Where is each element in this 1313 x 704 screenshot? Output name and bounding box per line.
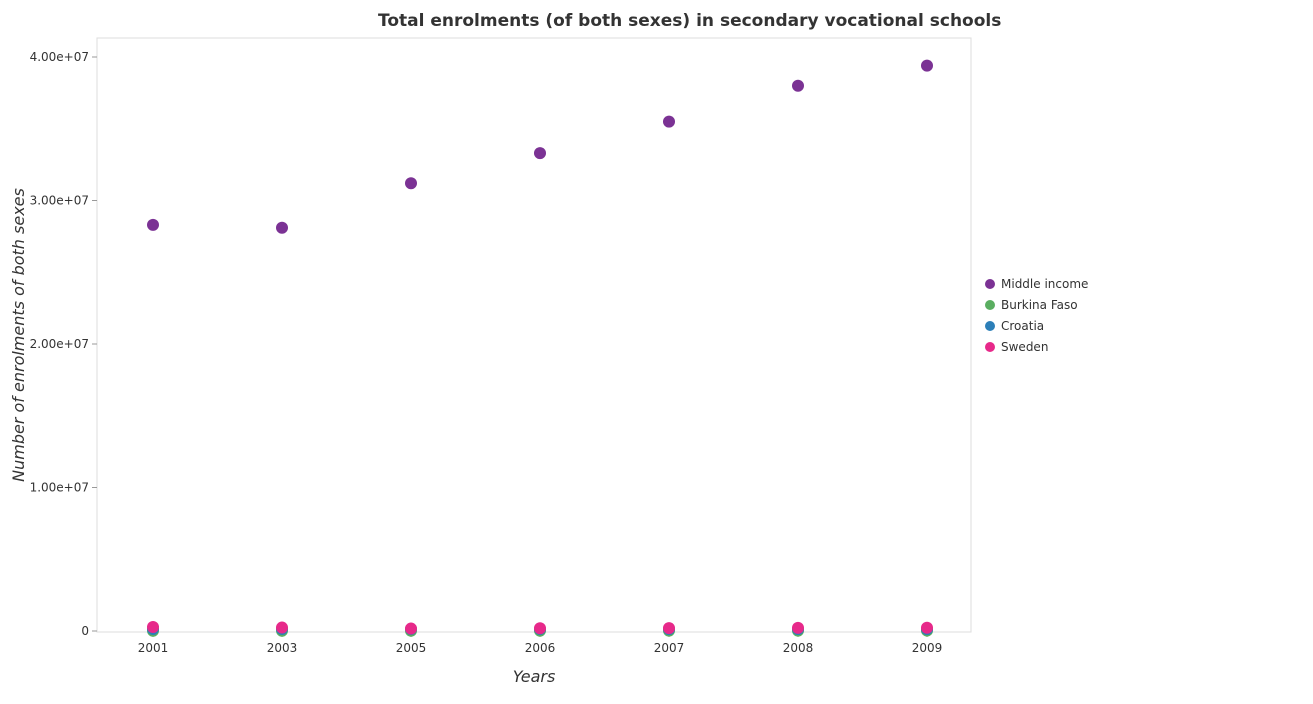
y-tick-label: 4.00e+07 — [30, 50, 89, 64]
x-tick-label: 2006 — [525, 641, 556, 655]
legend-marker — [985, 300, 995, 310]
chart-title: Total enrolments (of both sexes) in seco… — [378, 11, 1001, 31]
data-point — [792, 79, 804, 92]
data-point — [921, 59, 933, 72]
legend-marker — [985, 321, 995, 331]
legend-label: Burkina Faso — [1001, 298, 1078, 312]
x-tick-label: 2007 — [654, 641, 685, 655]
legend-label: Sweden — [1001, 340, 1048, 354]
series-sweden — [147, 620, 933, 635]
legend-marker — [985, 279, 995, 289]
legend-marker — [985, 342, 995, 352]
x-axis-label: Years — [513, 667, 556, 686]
legend-label: Croatia — [1001, 319, 1044, 333]
data-point — [147, 620, 159, 633]
data-point — [405, 177, 417, 190]
x-axis-ticks: 2001 2003 2005 2006 2007 2008 2009 — [138, 632, 943, 655]
x-tick-label: 2001 — [138, 641, 169, 655]
y-axis-ticks: 0 1.00e+07 2.00e+07 3.00e+07 4.00e+07 — [30, 50, 97, 638]
plot-area — [96, 37, 972, 633]
data-point — [921, 621, 933, 634]
y-tick-label: 1.00e+07 — [30, 481, 89, 495]
data-point — [276, 221, 288, 234]
data-point — [534, 622, 546, 635]
x-tick-label: 2005 — [396, 641, 427, 655]
y-tick-label: 3.00e+07 — [30, 194, 89, 208]
data-point — [534, 147, 546, 160]
series-middle-income — [147, 59, 933, 234]
x-tick-label: 2003 — [267, 641, 298, 655]
data-points — [147, 59, 933, 637]
legend: Middle income Burkina Faso Croatia Sweden — [985, 277, 1088, 354]
data-point — [147, 218, 159, 231]
data-point — [663, 115, 675, 128]
data-point — [276, 621, 288, 634]
legend-label: Middle income — [1001, 277, 1088, 291]
y-tick-label: 0 — [81, 624, 89, 638]
y-axis-label: Number of enrolments of both sexes — [9, 188, 28, 482]
x-tick-label: 2008 — [783, 641, 814, 655]
x-tick-label: 2009 — [912, 641, 943, 655]
data-point — [405, 622, 417, 635]
data-point — [792, 621, 804, 634]
data-point — [663, 622, 675, 635]
y-tick-label: 2.00e+07 — [30, 337, 89, 351]
